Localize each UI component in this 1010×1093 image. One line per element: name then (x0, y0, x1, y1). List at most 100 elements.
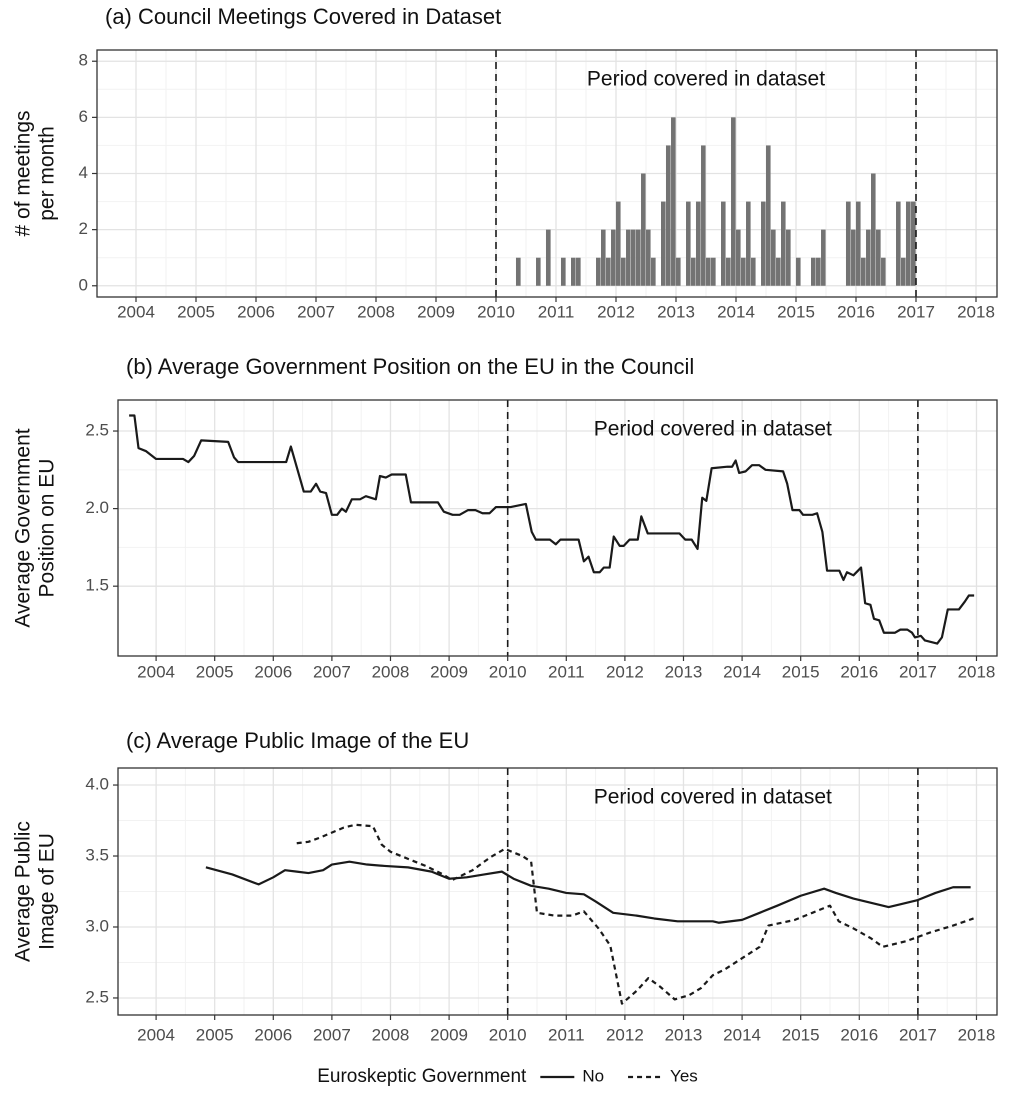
x-tick-label: 2006 (254, 662, 292, 681)
x-tick-label: 2014 (723, 662, 761, 681)
x-tick-label: 2015 (777, 302, 815, 321)
x-tick-label: 2016 (840, 1025, 878, 1044)
y-tick-label: 1.5 (85, 576, 109, 595)
y-tick-label: 6 (79, 107, 88, 126)
legend-label: Yes (670, 1066, 698, 1085)
bar (856, 201, 861, 286)
x-tick-label: 2011 (548, 662, 585, 681)
bar (665, 145, 671, 286)
bar (616, 201, 621, 286)
bar (896, 201, 901, 286)
bar (785, 229, 791, 286)
bar (701, 145, 706, 286)
x-tick-label: 2010 (489, 662, 527, 681)
x-tick-label: 2012 (597, 302, 635, 321)
panel: 2004 2005 2006 2007 2008 2009 2010 2011 2012 2013… (12, 728, 998, 1087)
panel-border (117, 399, 998, 657)
x-tick-label: 2008 (372, 1025, 410, 1044)
x-tick-label: 2015 (782, 662, 820, 681)
y-tick-label: 4 (79, 163, 88, 182)
y-tick-label: 0 (79, 275, 88, 294)
x-tick-label: 2015 (782, 1025, 820, 1044)
bar (635, 229, 641, 286)
bar (751, 257, 756, 286)
bar (911, 201, 916, 286)
bar (796, 257, 801, 286)
x-tick-label: 2014 (717, 302, 755, 321)
bar (725, 257, 731, 286)
bar (536, 257, 541, 286)
legend: Euroskeptic Government No Yes (317, 1066, 698, 1087)
bar (706, 257, 711, 286)
bar (881, 257, 886, 286)
x-tick-label: 2013 (657, 302, 695, 321)
panel-border (117, 767, 998, 1016)
bar (695, 201, 701, 286)
x-tick-label: 2012 (606, 1025, 644, 1044)
x-tick-label: 2017 (899, 662, 937, 681)
bar (671, 117, 676, 286)
x-tick-label: 2006 (237, 302, 275, 321)
bar (776, 257, 781, 286)
bar (871, 173, 876, 286)
x-tick-label: 2007 (313, 662, 351, 681)
data-layer (129, 414, 975, 645)
y-tick-label: 3.5 (85, 845, 109, 864)
x-tick-label: 2011 (548, 1025, 585, 1044)
panel: 2004 2005 2006 2007 2008 2009 2010 2011 2012 2013… (12, 4, 998, 321)
bar (770, 229, 776, 286)
x-tick-label: 2010 (477, 302, 515, 321)
y-axis-label: Average Public (12, 821, 35, 962)
bar (575, 257, 581, 286)
x-tick-label: 2017 (899, 1025, 937, 1044)
bar (851, 229, 856, 286)
bar (781, 201, 786, 286)
legend-label: No (582, 1066, 604, 1085)
bar (731, 117, 736, 286)
y-axis-label: Position on EU (36, 459, 59, 598)
x-tick-label: 2009 (417, 302, 455, 321)
data-layer (205, 823, 974, 1005)
x-tick-label: 2005 (196, 1025, 234, 1044)
x-tick-label: 2009 (430, 1025, 468, 1044)
bar (560, 257, 566, 286)
bar (641, 173, 646, 286)
panel-title: (c) Average Public Image of the EU (126, 728, 469, 753)
bar (661, 201, 666, 286)
line-0 (205, 860, 971, 924)
x-tick-label: 2018 (958, 1025, 996, 1044)
bar (620, 257, 626, 286)
y-tick-label: 8 (79, 51, 88, 70)
x-tick-label: 2004 (137, 1025, 175, 1044)
data-layer (515, 117, 916, 286)
bar (875, 229, 881, 286)
x-tick-label: 2009 (430, 662, 468, 681)
panel-title: (b) Average Government Position on the E… (126, 354, 694, 379)
bar (811, 257, 816, 286)
x-tick-label: 2011 (538, 302, 575, 321)
x-tick-label: 2007 (313, 1025, 351, 1044)
bar (901, 257, 906, 286)
x-tick-label: 2004 (117, 302, 155, 321)
x-tick-label: 2016 (840, 662, 878, 681)
x-tick-label: 2004 (137, 662, 175, 681)
x-tick-label: 2008 (357, 302, 395, 321)
x-tick-label: 2013 (665, 1025, 703, 1044)
panel-background (118, 400, 997, 656)
bar (611, 229, 616, 286)
bar (761, 201, 766, 286)
bar (515, 257, 521, 286)
y-tick-label: 2.5 (85, 421, 109, 440)
x-tick-label: 2017 (897, 302, 935, 321)
bar (740, 257, 746, 286)
bar (691, 257, 696, 286)
annotation: Period covered in dataset (594, 418, 832, 441)
y-tick-label: 2 (79, 219, 88, 238)
x-tick-label: 2010 (489, 1025, 527, 1044)
y-axis-label: Image of EU (36, 833, 59, 950)
x-tick-label: 2012 (606, 662, 644, 681)
bar (631, 229, 636, 286)
x-tick-label: 2006 (254, 1025, 292, 1044)
y-tick-label: 4.0 (85, 775, 109, 794)
